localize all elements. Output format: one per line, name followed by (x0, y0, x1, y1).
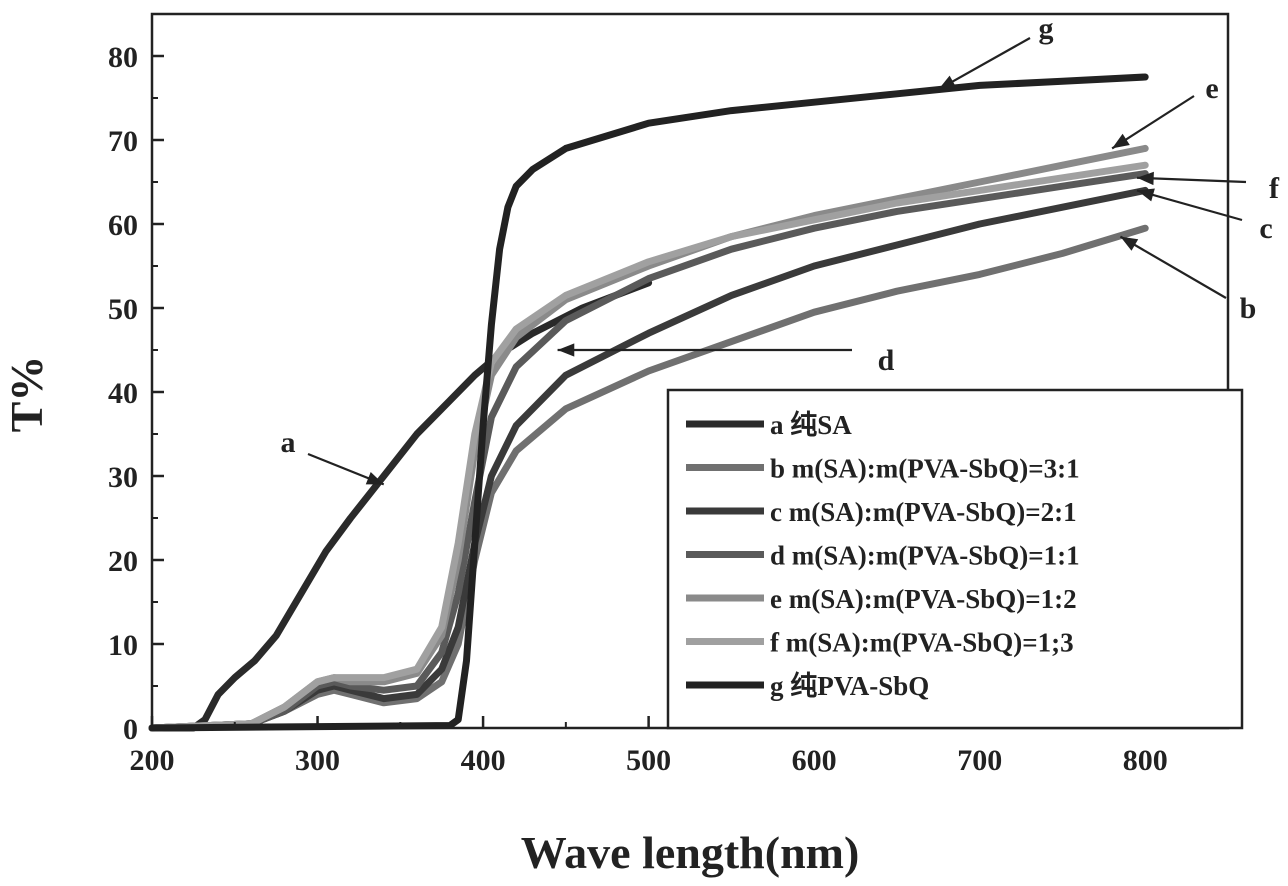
annotation-label-b: b (1240, 292, 1257, 325)
x-tick-label: 200 (130, 744, 175, 777)
annotation-arrowhead-d (558, 343, 575, 356)
transmittance-chart: a b c d e f g 200 300 400 500 600 700 800 0 10 20 30 40 50… (0, 0, 1288, 886)
y-tick-label: 80 (108, 41, 138, 74)
annotation-arrowhead-b (1120, 237, 1138, 251)
legend-label-a: a 纯SA (770, 409, 852, 440)
y-tick-label: 70 (108, 125, 138, 158)
y-tick-label: 60 (108, 209, 138, 242)
legend: a 纯SA b m(SA):m(PVA-SbQ)=3:1 c m(SA):m(PVA… (668, 390, 1242, 728)
x-tick-label: 800 (1123, 744, 1168, 777)
y-tick-label: 0 (123, 713, 138, 746)
x-tick-label: 500 (626, 744, 671, 777)
x-axis-title: Wave length(nm) (521, 827, 860, 878)
x-tick-label: 400 (461, 744, 506, 777)
y-axis-title: T% (1, 356, 52, 433)
legend-label-d: d m(SA):m(PVA-SbQ)=1:1 (770, 541, 1080, 571)
x-tick-label: 700 (957, 744, 1002, 777)
legend-label-f: f m(SA):m(PVA-SbQ)=1;3 (770, 628, 1074, 658)
annotation-label-g: g (1039, 12, 1054, 45)
annotation-arrowhead-e (1112, 134, 1130, 149)
annotation-label-d: d (878, 344, 895, 377)
annotation-label-e: e (1205, 72, 1218, 105)
x-tick-label: 300 (295, 744, 340, 777)
annotation-label-a: a (281, 426, 296, 459)
x-tick-label: 600 (792, 744, 837, 777)
y-tick-label: 20 (108, 545, 138, 578)
legend-label-g: g 纯PVA-SbQ (770, 670, 929, 701)
annotation-arrowhead-g (938, 76, 956, 90)
legend-label-b: b m(SA):m(PVA-SbQ)=3:1 (770, 454, 1080, 484)
y-tick-label: 30 (108, 461, 138, 494)
annotation-label-c: c (1259, 212, 1272, 245)
y-tick-label: 10 (108, 629, 138, 662)
y-tick-label: 40 (108, 377, 138, 410)
y-tick-label: 50 (108, 293, 138, 326)
legend-label-c: c m(SA):m(PVA-SbQ)=2:1 (770, 497, 1077, 527)
legend-label-e: e m(SA):m(PVA-SbQ)=1:2 (770, 584, 1077, 614)
annotation-arrow-b (1120, 237, 1226, 298)
annotation-label-f: f (1269, 172, 1280, 205)
